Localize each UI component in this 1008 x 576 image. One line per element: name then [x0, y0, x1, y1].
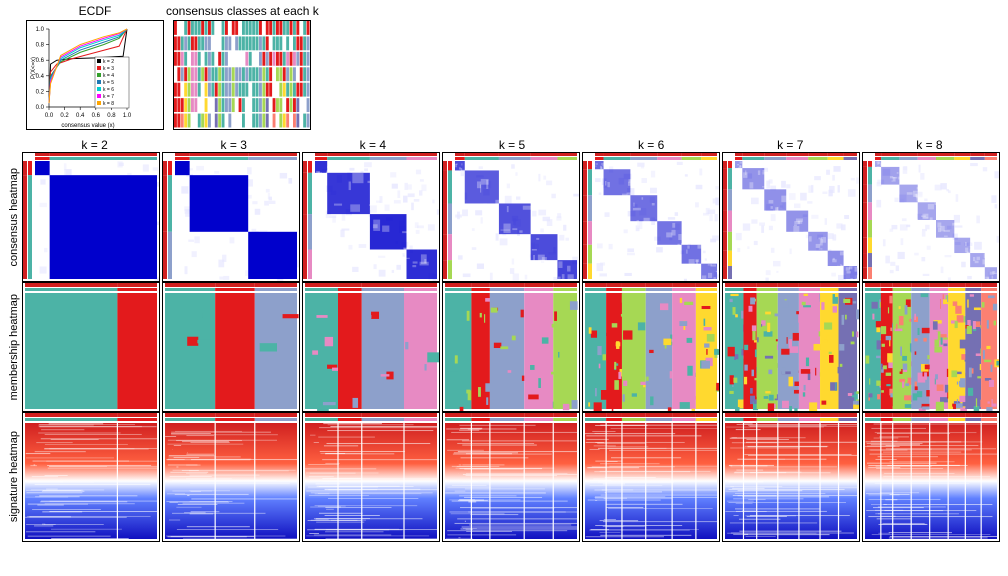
- svg-text:k = 4: k = 4: [103, 73, 114, 79]
- consensus-cell: [22, 152, 160, 282]
- signature-grid: [22, 412, 1002, 542]
- consensus-cell: [722, 152, 860, 282]
- membership-cell: [582, 282, 720, 412]
- svg-text:k = 3: k = 3: [103, 66, 114, 72]
- svg-text:0.0: 0.0: [36, 105, 45, 111]
- signature-cell: [302, 412, 440, 542]
- row-label-membership: membership heatmap: [8, 294, 20, 400]
- membership-cell: [302, 282, 440, 412]
- svg-text:k = 8: k = 8: [103, 101, 114, 107]
- consensus-cell: [442, 152, 580, 282]
- consensus-cell: [162, 152, 300, 282]
- tracking-plot: [173, 20, 311, 130]
- k-title: k = 8: [861, 138, 998, 152]
- svg-text:consensus value (x): consensus value (x): [61, 123, 114, 129]
- k-title: k = 2: [26, 138, 163, 152]
- row-label-signature: signature heatmap: [8, 431, 20, 522]
- membership-cell: [162, 282, 300, 412]
- consensus-row: consensus heatmap: [8, 152, 1000, 282]
- svg-text:0.6: 0.6: [36, 58, 45, 64]
- membership-row: membership heatmap: [8, 282, 1000, 412]
- svg-text:0.4: 0.4: [36, 74, 45, 80]
- signature-cell: [162, 412, 300, 542]
- consensus-cell: [862, 152, 1000, 282]
- ecdf-plot: 0.0 0.2 0.4 0.6 0.8 1.0 0.0 0.2 0.4 0.6 0.8 1.0 cons…: [26, 20, 164, 130]
- k-title: k = 3: [165, 138, 302, 152]
- svg-text:0.8: 0.8: [107, 113, 116, 119]
- svg-text:0.2: 0.2: [36, 89, 45, 95]
- consensus-cell: [302, 152, 440, 282]
- row-label-consensus: consensus heatmap: [8, 168, 20, 266]
- signature-cell: [22, 412, 160, 542]
- membership-grid: [22, 282, 1002, 412]
- k-title: k = 6: [583, 138, 720, 152]
- ecdf-title: ECDF: [79, 4, 112, 18]
- signature-cell: [862, 412, 1000, 542]
- consensus-cell: [582, 152, 720, 282]
- svg-text:0.0: 0.0: [45, 113, 54, 119]
- k-title: k = 4: [304, 138, 441, 152]
- signature-row: signature heatmap: [8, 412, 1000, 542]
- tracking-panel: consensus classes at each k: [166, 4, 319, 134]
- svg-text:k = 6: k = 6: [103, 87, 114, 93]
- membership-cell: [442, 282, 580, 412]
- svg-text:k = 7: k = 7: [103, 94, 114, 100]
- svg-text:0.2: 0.2: [60, 113, 69, 119]
- k-title: k = 7: [722, 138, 859, 152]
- top-row: ECDF 0.0 0.2 0.4 0.6 0.8 1.0 0.0 0.2 0.4 0.6 0.8 1.…: [26, 4, 1000, 134]
- consensus-grid: [22, 152, 1002, 282]
- membership-cell: [22, 282, 160, 412]
- tracking-title: consensus classes at each k: [166, 4, 319, 18]
- svg-text:k = 2: k = 2: [103, 59, 114, 65]
- tracking-svg: [174, 21, 310, 129]
- svg-text:0.4: 0.4: [76, 113, 85, 119]
- k-titles-row: k = 2k = 3k = 4k = 5k = 6k = 7k = 8: [26, 138, 1000, 152]
- signature-cell: [442, 412, 580, 542]
- svg-text:1.0: 1.0: [123, 113, 132, 119]
- ecdf-svg: 0.0 0.2 0.4 0.6 0.8 1.0 0.0 0.2 0.4 0.6 0.8 1.0 cons…: [27, 21, 163, 129]
- svg-text:k = 5: k = 5: [103, 80, 114, 86]
- ecdf-panel: ECDF 0.0 0.2 0.4 0.6 0.8 1.0 0.0 0.2 0.4 0.6 0.8 1.…: [26, 4, 164, 134]
- svg-text:0.6: 0.6: [92, 113, 101, 119]
- figure-container: ECDF 0.0 0.2 0.4 0.6 0.8 1.0 0.0 0.2 0.4 0.6 0.8 1.…: [0, 0, 1008, 546]
- signature-cell: [582, 412, 720, 542]
- signature-cell: [722, 412, 860, 542]
- svg-text:1.0: 1.0: [36, 27, 45, 33]
- membership-cell: [862, 282, 1000, 412]
- k-title: k = 5: [443, 138, 580, 152]
- svg-text:P(X<=x): P(X<=x): [31, 57, 37, 79]
- svg-text:0.8: 0.8: [36, 43, 45, 49]
- membership-cell: [722, 282, 860, 412]
